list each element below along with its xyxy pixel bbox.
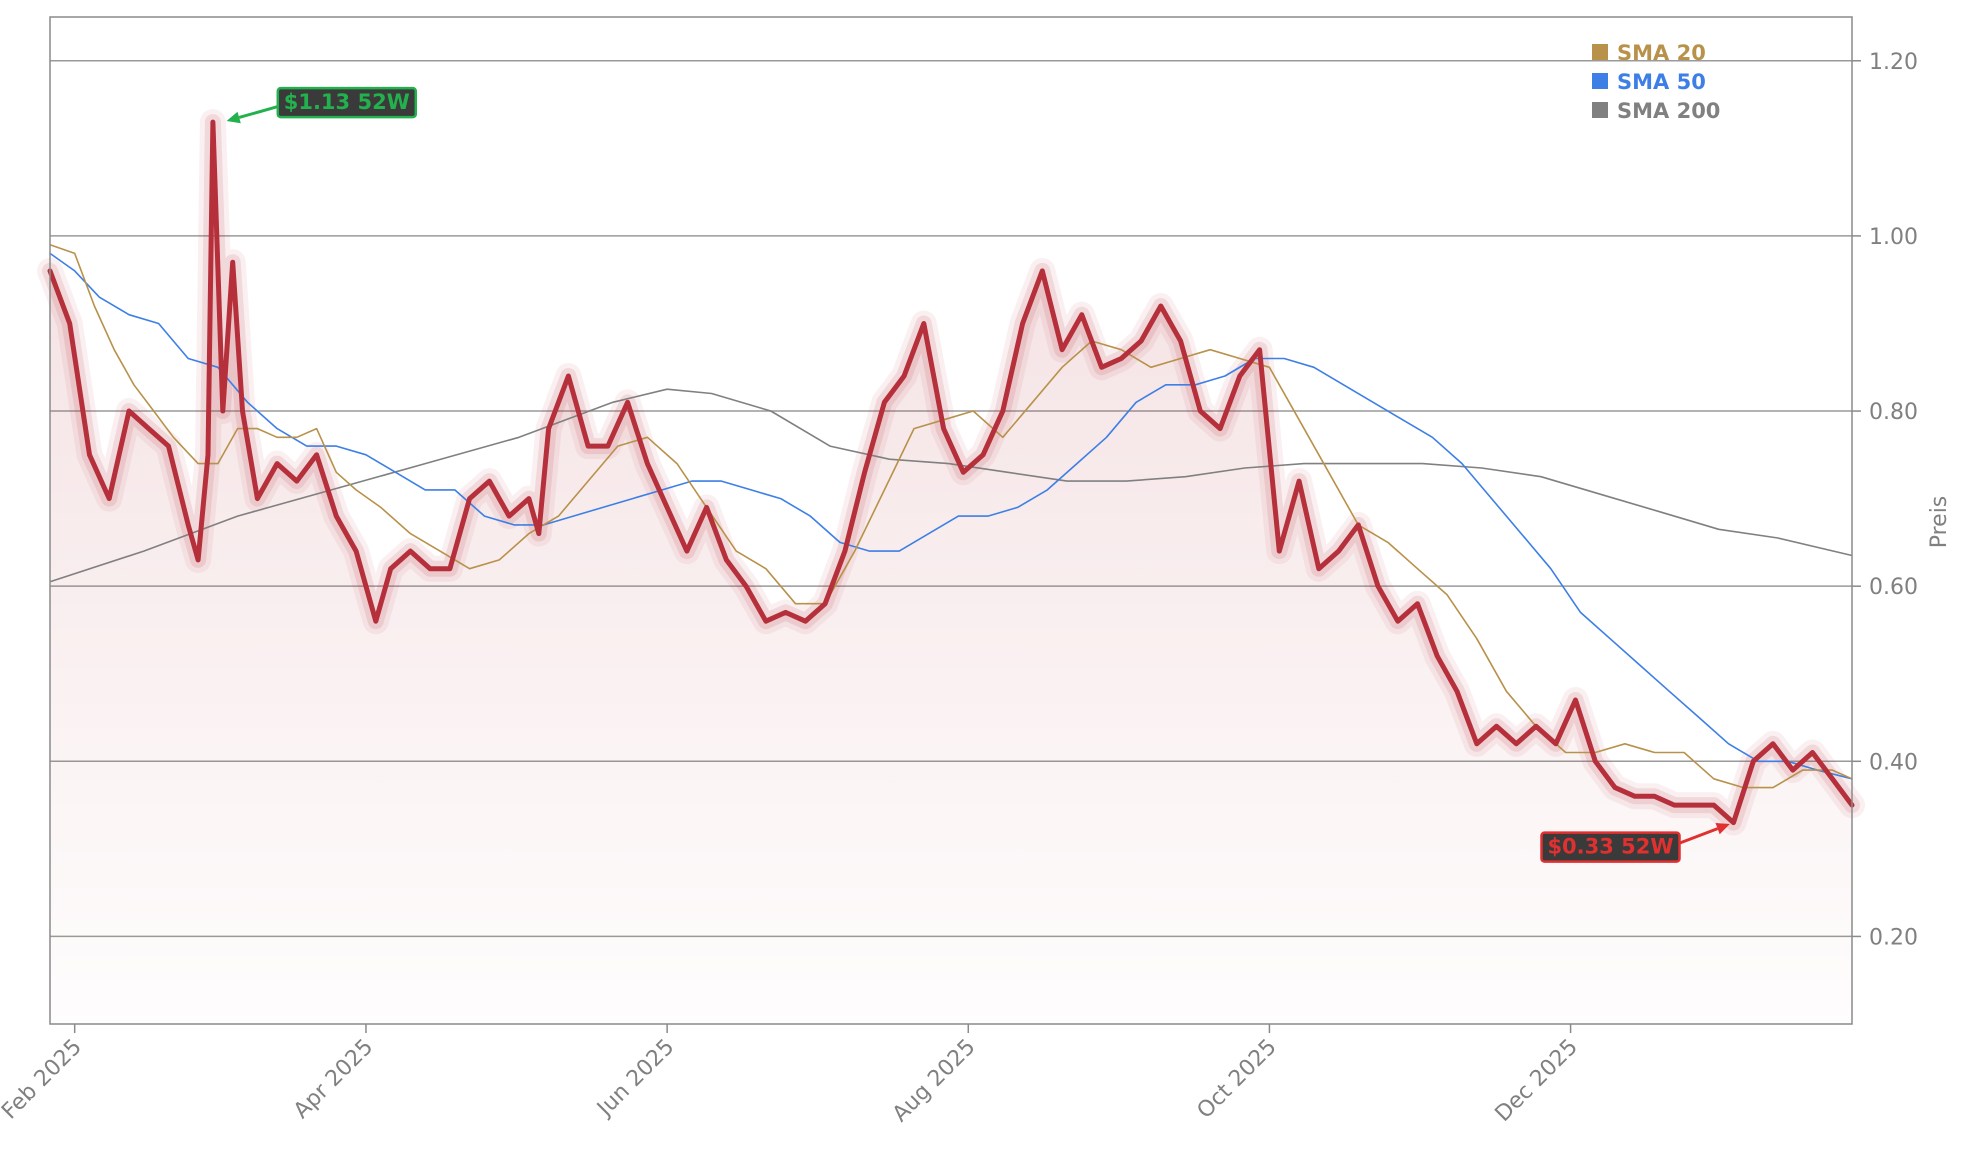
legend-swatch-sma200 (1592, 102, 1608, 118)
annotation-box-low (1540, 831, 1681, 863)
y-tick-label-0: 0.20 (1869, 925, 1918, 950)
y-tick-label-5: 1.20 (1869, 50, 1918, 75)
x-tick-label-0: Feb 2025 (0, 1035, 87, 1125)
y-tick-label-1: 0.40 (1869, 750, 1918, 775)
price-area (50, 122, 1852, 1025)
annotation-arrowhead-high (226, 111, 241, 124)
series-lines (37, 109, 1865, 836)
annotation-label-high: $1.13 52W (284, 90, 410, 114)
sma50-line (49, 252, 1853, 780)
annotation-low: $0.33 52W (1540, 823, 1730, 863)
x-tick-label-2: Jun 2025 (591, 1035, 679, 1123)
annotation-arrowhead-low (1715, 823, 1730, 835)
legend-swatch-sma20 (1592, 44, 1608, 60)
plot-frame (49, 16, 1853, 1025)
annotation-high: $1.13 52W (226, 86, 418, 124)
x-tick-label-3: Aug 2025 (888, 1035, 981, 1128)
annotations: $1.13 52W $0.33 52W (226, 86, 1730, 863)
x-tick-label-4: Oct 2025 (1193, 1035, 1282, 1124)
sma200-line (49, 388, 1853, 583)
annotation-label-low: $0.33 52W (1547, 835, 1673, 859)
x-tick-label-5: Dec 2025 (1491, 1035, 1583, 1127)
y-tick-label-4: 1.00 (1869, 225, 1918, 250)
legend-swatch-sma50 (1592, 73, 1608, 89)
price-line (47, 119, 1855, 826)
annotation-arrow-low (1678, 827, 1719, 845)
legend-label-sma200: SMA 200 (1617, 99, 1720, 123)
legend-label-sma50: SMA 50 (1617, 70, 1706, 94)
price-area-fill (50, 122, 1852, 1025)
legend: SMA 20 SMA 50 SMA 200 (1592, 41, 1720, 123)
plot-border (49, 16, 1853, 1025)
annotation-box-high (276, 86, 418, 119)
y-tick-label-2: 0.60 (1869, 575, 1918, 600)
y-tick-label-3: 0.80 (1869, 400, 1918, 425)
x-tick-label-1: Apr 2025 (289, 1035, 378, 1124)
y-axis-label: Preis (1927, 496, 1952, 549)
legend-label-sma20: SMA 20 (1617, 41, 1706, 65)
annotation-arrow-high (238, 105, 279, 119)
